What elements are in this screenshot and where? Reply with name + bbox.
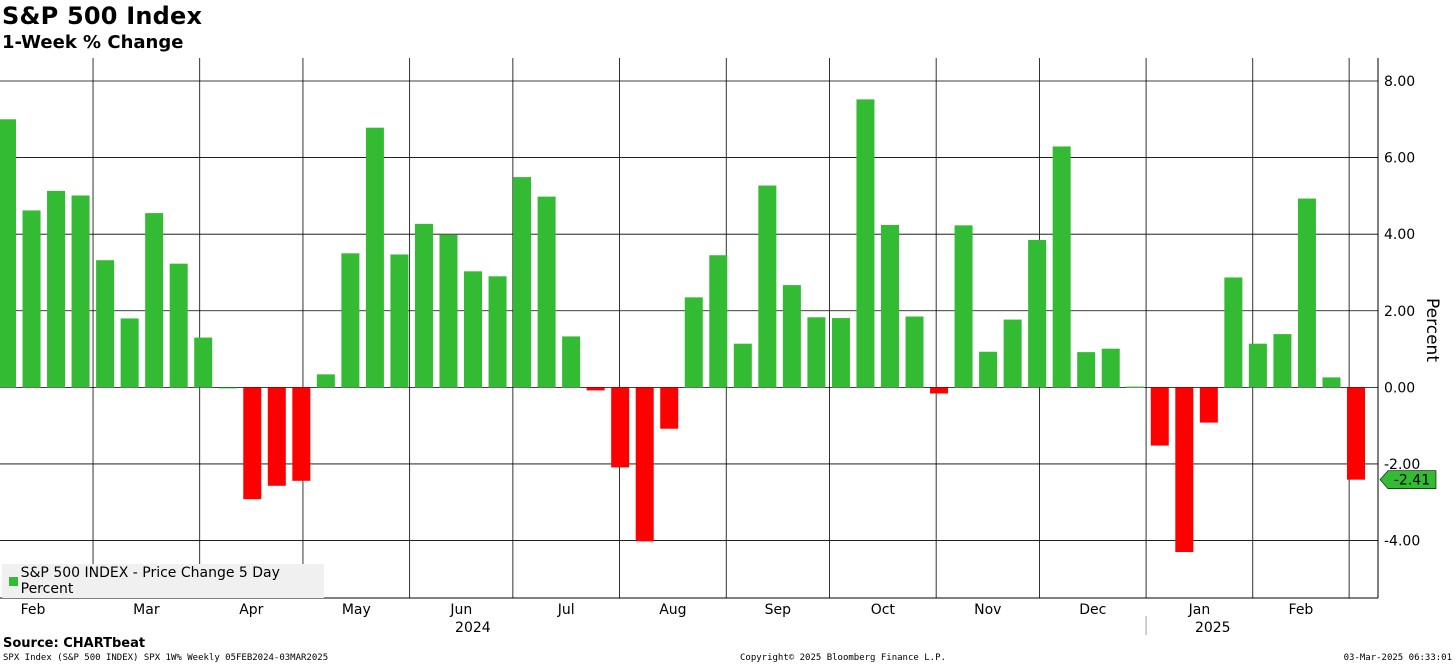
bar [807,317,826,388]
bar [243,387,262,500]
bar [316,374,335,388]
bar [660,387,679,429]
y-tick-label: 6.00 [1384,151,1415,167]
x-tick-label: Mar [133,602,160,618]
bar [194,337,213,388]
y-tick-label: 0.00 [1384,380,1415,396]
bar [930,387,949,394]
bar [0,119,16,388]
x-tick-label: Sep [765,602,792,618]
last-value-label: -2.41 [1394,473,1430,489]
x-tick-label: Jan [1188,602,1211,618]
x-tick-label: Nov [974,602,1001,618]
bar [733,343,752,388]
y-tick-label: 2.00 [1384,304,1415,320]
legend-swatch [9,576,18,586]
x-tick-label: Oct [871,602,896,618]
bar [537,196,556,388]
bar [1347,387,1365,480]
bar [22,210,41,388]
bar [47,190,66,388]
source-note: Source: CHARTbeat [3,636,146,651]
footer-ticker-info: SPX Index (S&P 500 INDEX) SPX 1W% Weekly… [3,653,329,663]
bar [905,316,924,388]
bar [1126,386,1145,388]
bar [1150,387,1169,446]
x-tick-label: May [342,602,371,618]
y-tick-label: -2.00 [1384,457,1420,473]
bar [635,387,654,542]
bar [1248,343,1267,388]
bar [120,318,139,388]
y-tick-label: 8.00 [1384,74,1415,90]
bar [96,260,115,388]
bar [390,254,409,388]
bar [218,387,237,389]
legend-label: S&P 500 INDEX - Price Change 5 Day Perce… [20,565,280,597]
bar [1297,198,1316,388]
bar [1322,377,1341,388]
y-axis-label: Percent [1422,298,1442,362]
bar [1101,348,1120,388]
bar [586,387,605,391]
bar [1052,146,1071,388]
bar [169,263,188,388]
bar [979,351,998,388]
bar [71,195,90,388]
last-value-tag [1379,470,1437,489]
footer-copyright: Copyright© 2025 Bloomberg Finance L.P. [740,653,946,663]
chart-subtitle: 1-Week % Change [2,32,184,53]
bar [1224,277,1243,388]
bar [439,234,458,388]
bar [145,213,164,388]
bar [365,127,384,388]
bar [488,276,507,388]
bar [562,336,581,388]
year-label: 2025 [1195,620,1231,636]
bar [267,387,286,486]
bar [831,318,850,388]
bar [292,387,311,481]
x-tick-label: Feb [1289,602,1314,618]
chart-legend: S&P 500 INDEX - Price Change 5 Day Perce… [2,564,324,598]
bar [513,177,532,388]
bar [954,225,973,388]
bar [464,271,483,388]
bar [684,297,703,388]
x-tick-label: Feb [21,602,46,618]
bar [1273,334,1292,388]
bar [880,224,899,388]
x-tick-label: Dec [1079,602,1106,618]
year-label: 2024 [455,620,491,636]
y-tick-label: 4.00 [1384,227,1415,243]
y-tick-label: -4.00 [1384,534,1420,550]
bar [758,185,777,388]
x-tick-label: Jun [449,602,472,618]
x-tick-label: Aug [659,602,686,618]
bar [611,387,630,468]
footer-timestamp: 03-Mar-2025 06:33:01 [1343,653,1452,663]
bar [1175,387,1194,553]
bar [856,99,875,388]
bar [414,223,433,388]
x-tick-label: Apr [239,602,263,618]
bar [1003,319,1022,388]
bar [1199,387,1218,423]
bar [1077,352,1096,388]
bar [782,285,801,388]
bar [341,253,360,388]
bar [709,255,728,388]
bar [1028,239,1047,388]
chart-title: S&P 500 Index [2,2,203,30]
x-tick-label: Jul [557,602,575,618]
